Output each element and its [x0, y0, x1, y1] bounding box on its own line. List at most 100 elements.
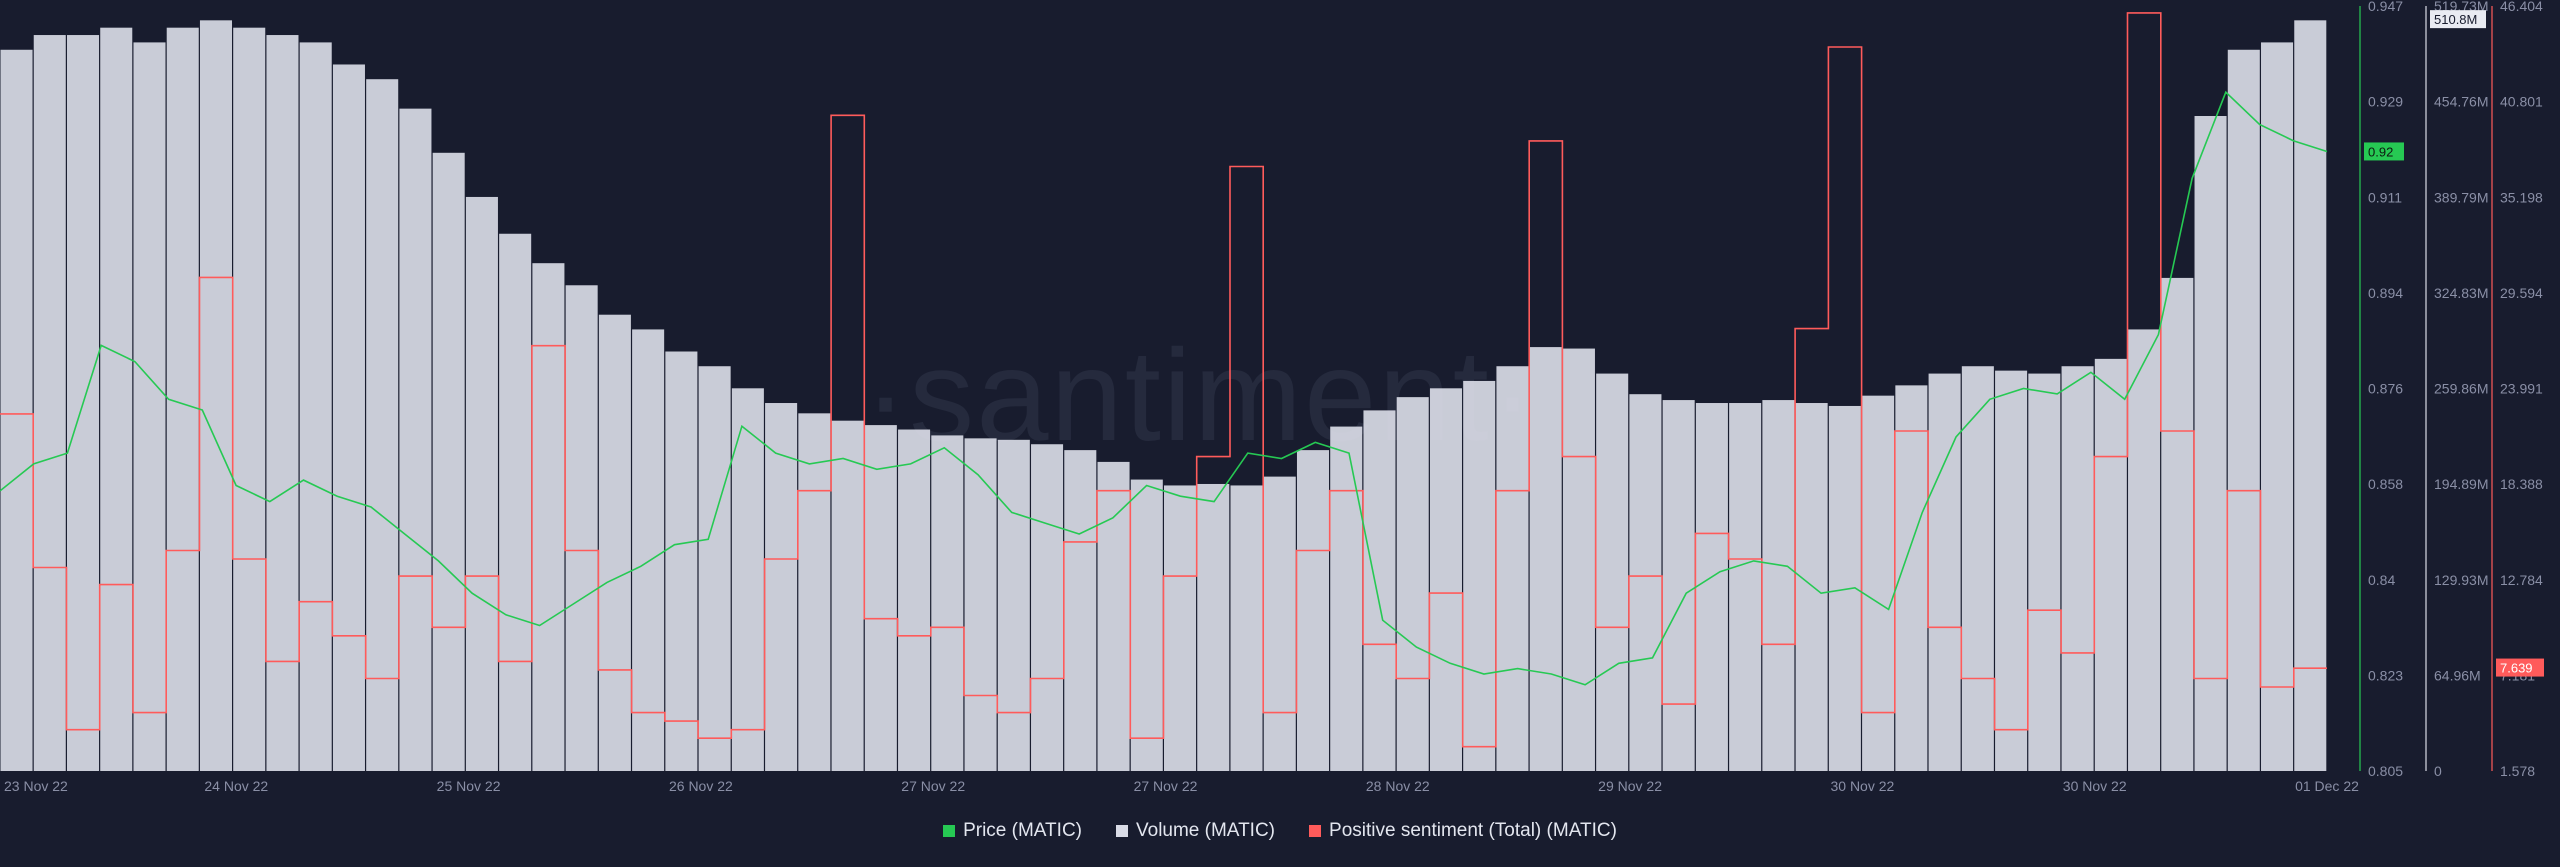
- volume-bar: [997, 439, 1030, 771]
- volume-bar: [1928, 373, 1961, 771]
- volume-bar: [632, 329, 665, 771]
- volume-bar: [499, 233, 532, 772]
- price-tick-label: 0.929: [2368, 94, 2403, 110]
- volume-bar: [1363, 410, 1396, 771]
- volume-bar: [1164, 485, 1197, 771]
- legend-item-volume[interactable]: Volume (MATIC): [1116, 820, 1275, 842]
- volume-bar: [898, 429, 931, 771]
- volume-bar: [1230, 485, 1263, 771]
- volume-tick-label: 129.93M: [2434, 572, 2488, 588]
- volume-bar: [798, 413, 831, 771]
- legend-item-price[interactable]: Price (MATIC): [943, 820, 1082, 842]
- price-current-badge-label: 0.92: [2368, 144, 2393, 159]
- volume-current-badge: [2430, 10, 2486, 29]
- volume-bar: [332, 64, 365, 771]
- volume-tick-label: 64.96M: [2434, 667, 2481, 683]
- price-current-badge: [2364, 142, 2404, 161]
- volume-bar: [1695, 403, 1728, 771]
- x-tick-label: 25 Nov 22: [437, 778, 501, 794]
- volume-bar: [266, 35, 299, 771]
- volume-bar: [1795, 403, 1828, 771]
- volume-bar: [1496, 366, 1529, 771]
- volume-bar: [831, 420, 864, 771]
- volume-bar: [1729, 403, 1762, 771]
- x-tick-label: 01 Dec 22: [2295, 778, 2359, 794]
- volume-series: [0, 20, 2327, 772]
- volume-bar: [2227, 49, 2260, 771]
- volume-bar: [2261, 42, 2294, 772]
- volume-bar: [1263, 476, 1296, 771]
- volume-bar: [1596, 373, 1629, 771]
- volume-bar: [665, 351, 698, 771]
- volume-tick-label: 454.76M: [2434, 94, 2488, 110]
- sentiment-tick-label: 29.594: [2500, 285, 2543, 301]
- sentiment-line: [0, 12, 2327, 748]
- legend-swatch-volume: [1116, 825, 1128, 837]
- volume-bar: [33, 35, 66, 771]
- price-tick-label: 0.876: [2368, 381, 2403, 397]
- volume-bar: [1762, 400, 1795, 771]
- volume-bar: [2128, 329, 2161, 771]
- x-tick-label: 26 Nov 22: [669, 778, 733, 794]
- volume-bar: [1031, 444, 1064, 771]
- volume-bar: [565, 285, 598, 771]
- sentiment-current-badge-label: 7.639: [2500, 661, 2533, 676]
- legend-label-price: Price (MATIC): [963, 820, 1082, 841]
- price-tick-label: 0.805: [2368, 763, 2403, 779]
- sentiment-current-badge: [2496, 658, 2544, 677]
- volume-bar: [1330, 426, 1363, 771]
- volume-bar: [133, 42, 166, 772]
- price-tick-label: 0.823: [2368, 667, 2403, 683]
- volume-bar: [1995, 370, 2028, 771]
- legend-swatch-price: [943, 825, 956, 837]
- volume-bar: [1629, 394, 1662, 771]
- volume-tick-label: 0: [2434, 763, 2442, 779]
- volume-bar: [1961, 366, 1994, 771]
- volume-bar: [100, 27, 133, 772]
- sentiment-tick-label: 1.578: [2500, 763, 2535, 779]
- volume-bar: [1895, 385, 1928, 771]
- chart-canvas: ·santiment· 0.9470.9290.9110.8940.8760.8…: [0, 0, 2544, 794]
- x-tick-label: 30 Nov 22: [1830, 778, 1894, 794]
- price-tick-label: 0.84: [2368, 572, 2395, 588]
- volume-bar: [2061, 366, 2094, 771]
- legend: Price (MATIC) Volume (MATIC) Positive se…: [0, 820, 2560, 842]
- volume-bar: [765, 403, 798, 771]
- x-tick-label: 27 Nov 22: [1134, 778, 1198, 794]
- volume-bar: [465, 196, 498, 772]
- x-tick-label: 27 Nov 22: [901, 778, 965, 794]
- volume-bar: [1429, 388, 1462, 771]
- x-tick-label: 28 Nov 22: [1366, 778, 1430, 794]
- volume-bar: [598, 314, 631, 771]
- volume-bar: [399, 108, 432, 772]
- x-tick-label: 23 Nov 22: [4, 778, 68, 794]
- sentiment-tick-label: 12.784: [2500, 572, 2543, 588]
- price-tick-label: 0.894: [2368, 285, 2403, 301]
- volume-bar: [432, 152, 465, 772]
- volume-tick-label: 324.83M: [2434, 285, 2488, 301]
- x-tick-label: 24 Nov 22: [204, 778, 268, 794]
- volume-bar: [2094, 358, 2127, 771]
- volume-current-badge-label: 510.8M: [2434, 12, 2477, 27]
- volume-bar: [731, 388, 764, 771]
- volume-bar: [1529, 347, 1562, 771]
- volume-bar: [1396, 397, 1429, 771]
- volume-bar: [2294, 20, 2327, 771]
- volume-bar: [1064, 450, 1097, 771]
- volume-bar: [166, 27, 199, 772]
- price-line: [0, 90, 2328, 686]
- volume-bar: [1130, 479, 1163, 771]
- volume-bar: [1662, 400, 1695, 771]
- legend-item-sentiment[interactable]: Positive sentiment (Total) (MATIC): [1309, 820, 1617, 842]
- volume-bar: [1562, 348, 1595, 771]
- volume-bar: [2194, 115, 2227, 771]
- sentiment-tick-label: 18.388: [2500, 476, 2543, 492]
- axes: 0.947 0.929 0.911 0.894 0.876 0.858 0.84 0.823 0…: [4, 0, 2544, 794]
- volume-bar: [1197, 483, 1230, 771]
- volume-bar: [1463, 380, 1496, 771]
- volume-bar: [0, 49, 33, 771]
- legend-label-sentiment: Positive sentiment (Total) (MATIC): [1329, 820, 1617, 841]
- volume-bar: [199, 20, 232, 771]
- volume-bar: [931, 435, 964, 771]
